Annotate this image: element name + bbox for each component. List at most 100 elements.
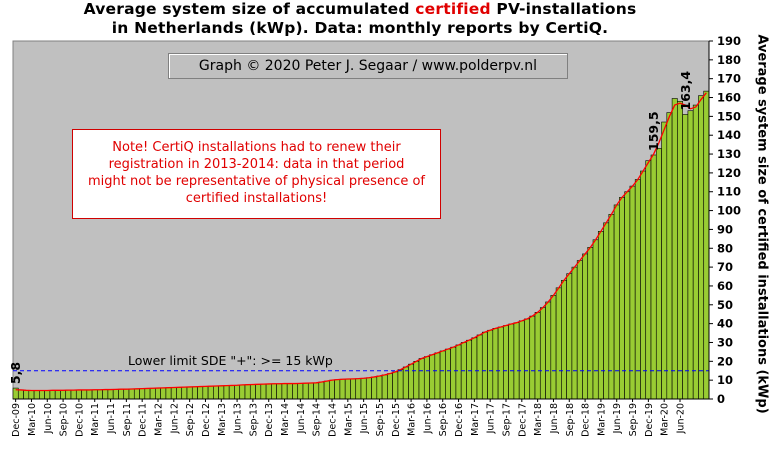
x-tick-label: Dec-16 [454,403,465,437]
bar [239,384,246,400]
bar [387,373,393,400]
bar [17,389,24,400]
bar [81,389,88,400]
x-tick-label: Sep-18 [565,403,576,436]
bar [33,390,40,400]
chart-title-line-2: in Netherlands (kWp). Data: monthly repo… [111,19,609,37]
x-tick-label: Mar-20 [660,403,671,436]
bar [54,390,61,400]
x-tick-label: Sep-14 [312,403,323,436]
bar [186,386,193,400]
bar [44,390,51,400]
bar [508,323,515,400]
bar [513,322,520,400]
bar [165,387,172,400]
bar [86,389,93,400]
bar [244,384,251,400]
bar [534,312,541,400]
bar [202,386,209,400]
x-tick-label: Sep-15 [375,403,386,436]
data-label: 163,4 [678,71,693,111]
y-axis-title-text: Average system size of certified install… [754,34,770,414]
bar [561,279,567,400]
x-tick-label: Dec-09 [11,403,22,437]
bar [492,328,499,400]
bar [344,378,351,400]
note-line: certified installations! [185,191,328,206]
bar [439,350,446,400]
x-tick-label: Jun-19 [612,403,623,434]
bar [149,387,156,400]
trend-line [15,92,707,392]
x-tick-label: Sep-12 [185,403,196,436]
bar [313,382,320,400]
bar [365,377,372,400]
bar [213,385,219,400]
bar [613,204,620,400]
bar [170,387,177,400]
bar [28,390,35,400]
bar [23,390,30,400]
bar [191,386,198,400]
y-tick-label: 30 [717,335,733,349]
credit-box: Graph © 2020 Peter J. Segaar / www.polde… [168,53,568,79]
bar [682,114,689,400]
bar [650,154,657,400]
x-tick-label: Mar-14 [280,403,291,436]
bar [587,247,594,400]
bar [402,366,409,400]
bar [408,363,415,400]
bar [539,307,546,400]
bar [445,348,451,400]
bar [355,378,362,400]
bar [307,382,314,400]
bar [39,390,45,400]
x-tick-label: Jun-14 [296,403,307,434]
bar [297,383,304,400]
y-tick-label: 180 [717,53,741,67]
bar [181,386,188,400]
bar [624,191,631,400]
x-tick-label: Mar-18 [533,403,544,436]
bar [582,253,589,400]
bar [434,352,441,400]
x-tick-label: Sep-13 [248,403,259,436]
bar [281,383,288,400]
bar [65,389,72,400]
bar [144,388,151,400]
bar [687,110,694,400]
bar [392,371,399,400]
title-highlight-certified: certified [415,0,491,18]
x-tick-label: Jun-15 [359,403,370,434]
bar [429,354,436,400]
y-tick-label: 50 [717,298,733,312]
bar [597,231,604,400]
x-tick-label: Jun-16 [422,403,433,434]
bar [371,376,378,400]
bar [260,383,267,400]
bar [634,179,641,400]
y-tick-label: 170 [717,72,741,86]
x-tick-label: Dec-13 [264,403,275,437]
bar [139,388,146,400]
x-tick-label: Dec-11 [138,403,149,437]
data-labels: 5,8 159,5 163,4 [8,71,693,384]
bar [118,388,125,400]
data-label: 5,8 [8,362,23,384]
bar [128,388,135,400]
bar [318,381,325,400]
bar [286,383,293,400]
bar [112,389,119,400]
x-tick-label: Jun-20 [676,403,687,434]
bar [619,197,625,400]
bar [487,329,494,400]
bar [666,112,673,400]
x-tick-label: Jun-12 [169,403,180,434]
bar [592,239,599,400]
bar [160,387,167,400]
bar [524,318,531,400]
note-box: Note! CertiQ installations had to renew … [72,129,441,219]
x-tick-label: Sep-17 [502,403,513,436]
bar [176,387,183,400]
